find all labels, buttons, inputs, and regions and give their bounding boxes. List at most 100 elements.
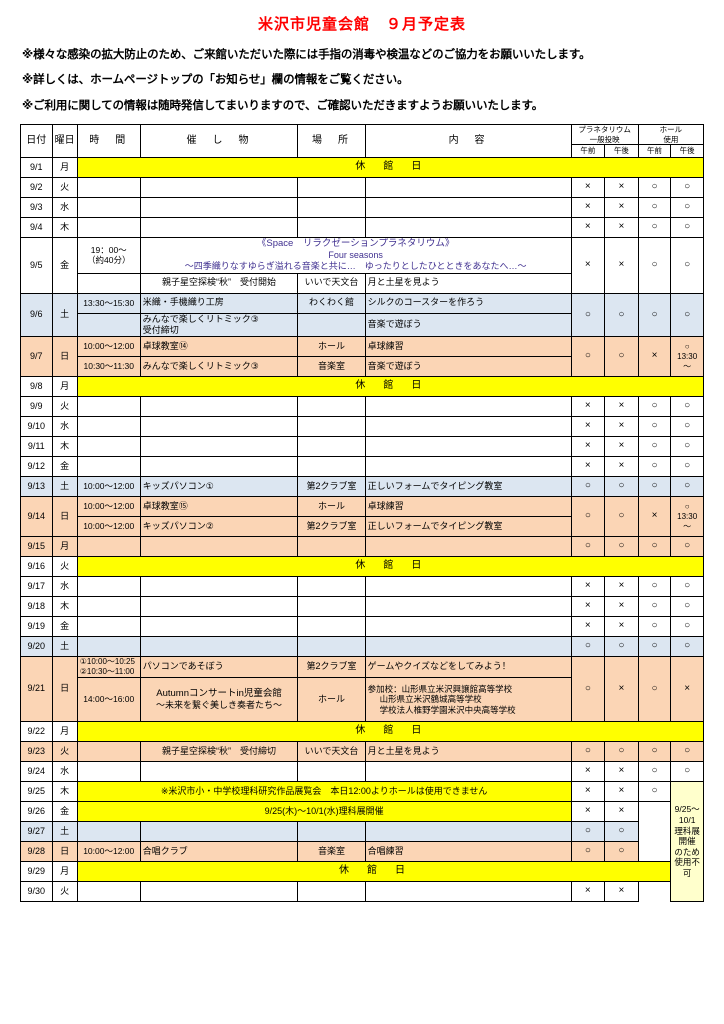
cell-place: 第2クラブ室 [297,476,366,497]
cell-dow: 日 [51,656,78,722]
table-row: 9/13 土 10:00～12:00 キッズパソコン① 第2クラブ室 正しいフォームでタイ… [20,476,704,497]
header-hall-line2: 使用 [663,134,679,144]
cell-place: ホール [297,336,366,357]
cell-time-line: ①10:00～10:25 [79,657,135,667]
cell-hall-pm: ○ 13:30 ～ [670,336,704,377]
header-planetarium-line2: 一般投映 [589,134,620,144]
cell-event: 親子星空探検“秋” 受付締切 [139,741,299,762]
cell-planetarium-am: × [570,217,606,239]
note-line: ※様々な感染の拡大防止のため、ご来館いただいた際には手指の消毒や検温などのご協力… [22,49,591,61]
cell-desc [364,576,572,597]
cell-desc [364,217,572,239]
cell-time: 14:00～16:00 [76,677,141,722]
cell-hall-am: ○ [637,217,672,239]
cell-planetarium-am: × [570,456,606,477]
cell-place: ホール [297,496,366,517]
cell-event [139,456,299,477]
hall-block-note-line: のため [674,846,700,857]
cell-hall-pm: ○ [670,177,704,199]
cell-planetarium-banner: 《Space リラクゼーションプラネタリウム》 Four seasons ～四季織り… [139,237,572,274]
cell-event [139,396,299,417]
cell-time: 10:00～12:00 [76,336,141,357]
cell-place [297,596,366,617]
cell-time [76,741,141,762]
cell-time [76,596,141,617]
cell-hall-am: ○ [637,292,672,337]
cell-date: 9/11 [20,436,53,457]
note-line: ※ご利用に関しての情報は随時発信してまいりますので、ご確認いただきますようお願い… [22,99,544,112]
cell-event [139,416,299,437]
cell-event [139,197,299,219]
table-row: 9/22 月休 館 日 [20,721,705,742]
cell-hall-pm: ○ [670,292,704,337]
cell-place: 第2クラブ室 [297,516,366,537]
cell-planetarium-pm: ○ [604,476,639,497]
cell-event: 卓球教室⑮ [139,496,299,517]
table-row: 9/27 土 ○ ○ [20,821,704,842]
cell-planetarium-pm: × [604,177,639,199]
cell-planetarium-pm: × [604,416,639,437]
cell-planetarium-am: ○ [570,636,606,657]
table-row: 9/25 木 ※米沢市小・中学校理科研究作品展覧会 本日12:00よりホールは使用で… [20,781,704,902]
cell-planetarium-am: × [570,761,606,782]
cell-event: 合唱クラブ [139,841,299,862]
concert-title: Autumnコンサートin児童会館 [156,687,282,699]
cell-date: 9/13 [20,476,53,497]
cell-date: 9/22 [20,721,53,742]
cell-planetarium-am: ○ [570,821,606,842]
cell-dow: 木 [51,781,78,802]
cell-place [297,217,366,239]
cell-date: 9/15 [20,536,53,557]
hall-block-note-line: 9/25～10/1 [674,804,700,825]
cell-place [297,177,366,199]
table-row: 9/7 日 10:00～12:00 卓球教室⑭ ホール 卓球練習 ○ ○ × ○ 13:30 ～ [20,336,704,377]
page-title: 米沢市児童会館 ９月予定表 [257,16,466,33]
cell-dow: 木 [51,596,78,617]
table-row: 9/12 金 × × ○ ○ [20,456,704,477]
cell-desc [364,536,572,557]
cell-planetarium-pm: × [604,197,639,219]
cell-place [297,636,366,657]
hall-block-note-line: 使用不可 [674,857,700,879]
cell-event [139,217,299,239]
cell-time [76,217,141,239]
header-desc: 内 容 [364,124,572,159]
cell-event [139,616,299,637]
header-hall-pm: 午後 [670,144,704,159]
cell-event: 卓球教室⑭ [139,336,299,357]
cell-desc: 音楽で遊ぼう [364,312,572,337]
table-row: 9/21 日 ①10:00～10:25 ②10:30～11:00 パソコンであそぼう 第2… [20,656,704,722]
cell-hall-am: ○ [637,781,672,802]
cell-hall-pm: × [670,656,704,722]
cell-hall-am: ○ [637,456,672,477]
cell-event-line: 受付締切 [142,324,179,335]
cell-time-line: ②10:30～11:00 [79,667,135,676]
cell-hall-am: × [637,336,672,377]
cell-dow: 火 [51,396,78,417]
cell-hall-am: ○ [637,177,672,199]
cell-closed-banner: 休 館 日 [76,376,705,397]
cell-banner: 9/25(木)～10/1(水)理科展開催 [76,801,572,822]
hall-pm-note-line: ○ [684,341,690,351]
cell-hall-pm: ○ [670,761,704,782]
cell-planetarium-pm: × [604,456,639,477]
cell-date: 9/27 [20,821,53,842]
cell-date: 9/30 [20,881,53,902]
cell-event: みんなで楽しくリトミック③ [139,356,299,377]
cell-dow: 火 [51,741,78,762]
cell-hall-pm: ○ 13:30 ～ [670,496,704,537]
cell-date: 9/4 [20,217,53,239]
cell-time [76,312,141,337]
cell-closed-banner: 休 館 日 [76,556,705,577]
cell-event-line: みんなで楽しくリトミック③ [142,313,259,324]
table-row: 9/5 金 19：00～ （約40分） 《Space リラクゼーションプラネタリウム》 F… [20,237,704,294]
cell-planetarium-am: × [570,596,606,617]
planetarium-tagline: ～四季織りなすゆらぎ溢れる音楽と共に… ゆったりとしたひとときをあなたへ…～ [184,261,527,272]
cell-planetarium-am: ○ [570,841,606,862]
cell-planetarium-pm: × [604,801,639,822]
cell-planetarium-am: × [570,197,606,219]
cell-date: 9/9 [20,396,53,417]
cell-time [76,881,141,902]
cell-desc [364,761,572,782]
cell-desc: 卓球練習 [364,336,572,357]
